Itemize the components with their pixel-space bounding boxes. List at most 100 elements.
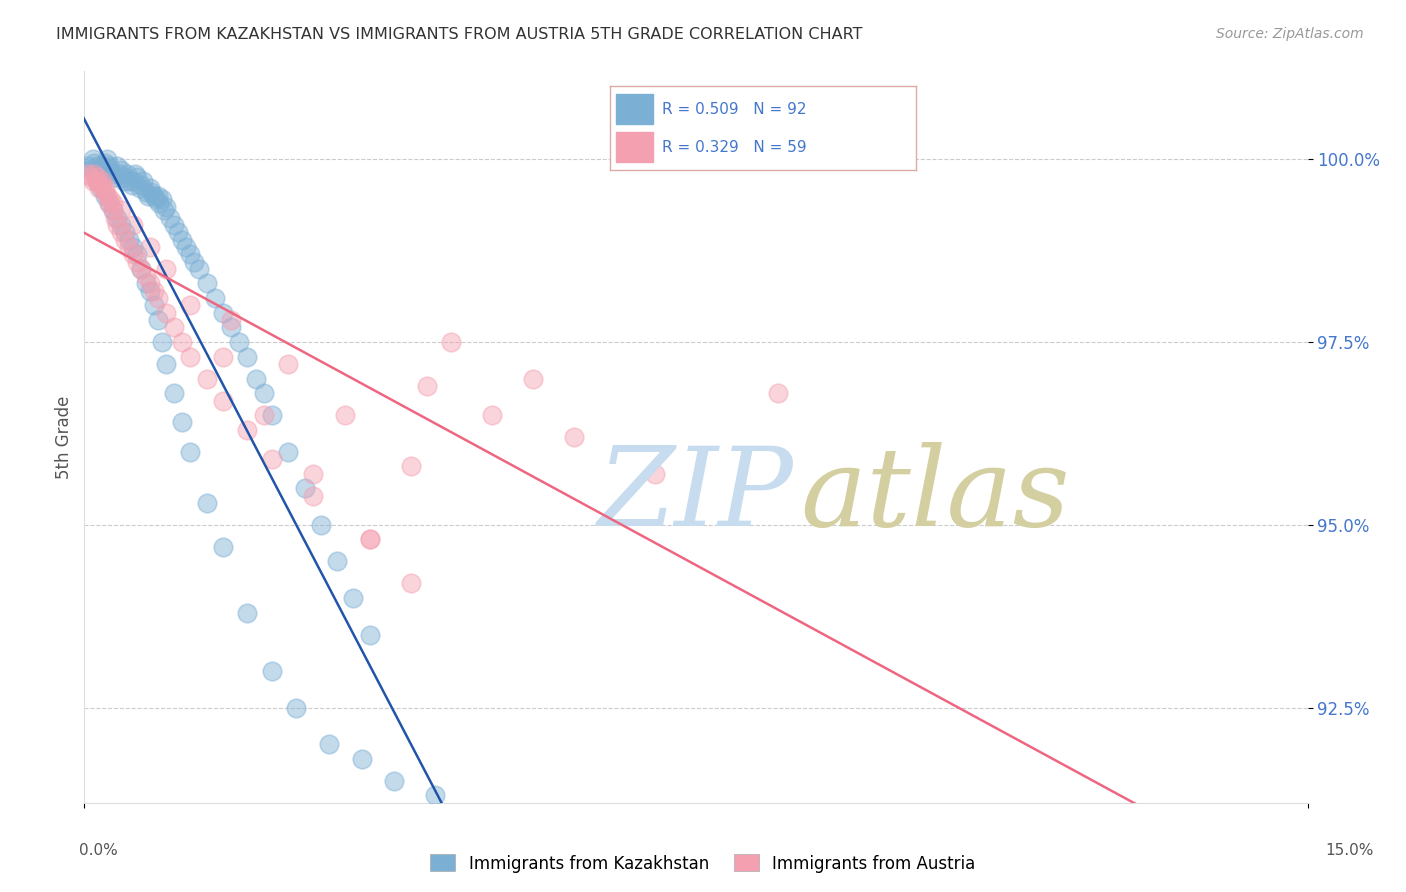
- Point: [179, 247, 201, 261]
- Point: [179, 298, 201, 312]
- Point: [93, 156, 115, 170]
- Point: [294, 481, 316, 495]
- Point: [212, 350, 235, 364]
- Point: [87, 181, 110, 195]
- Point: [142, 284, 165, 298]
- Point: [110, 218, 132, 232]
- Point: [260, 408, 283, 422]
- Point: [118, 174, 141, 188]
- Point: [82, 152, 104, 166]
- Point: [77, 160, 100, 174]
- Point: [115, 167, 138, 181]
- Point: [326, 554, 349, 568]
- Point: [155, 200, 177, 214]
- Point: [183, 254, 205, 268]
- Point: [101, 203, 124, 218]
- Point: [138, 284, 160, 298]
- Point: [212, 540, 235, 554]
- Point: [285, 700, 308, 714]
- Point: [481, 810, 503, 824]
- Point: [97, 160, 120, 174]
- Text: ZIP: ZIP: [598, 442, 794, 549]
- Point: [80, 170, 103, 185]
- Point: [766, 386, 789, 401]
- Text: 0.0%: 0.0%: [79, 843, 118, 858]
- Point: [301, 489, 323, 503]
- Y-axis label: 5th Grade: 5th Grade: [55, 395, 73, 479]
- Point: [122, 247, 145, 261]
- Point: [335, 408, 357, 422]
- Point: [104, 211, 127, 225]
- Point: [146, 313, 169, 327]
- Point: [101, 203, 124, 218]
- Point: [359, 627, 381, 641]
- Point: [146, 188, 169, 202]
- Point: [121, 178, 143, 192]
- Point: [93, 181, 115, 195]
- Point: [124, 167, 146, 181]
- Point: [172, 334, 194, 349]
- Point: [195, 371, 218, 385]
- Point: [236, 423, 259, 437]
- Point: [163, 386, 186, 401]
- Point: [105, 218, 128, 232]
- Point: [172, 233, 194, 247]
- Point: [101, 196, 124, 211]
- Point: [138, 240, 160, 254]
- Point: [228, 334, 250, 349]
- Point: [150, 334, 173, 349]
- Point: [150, 193, 173, 207]
- Point: [122, 174, 145, 188]
- Point: [101, 167, 124, 181]
- Point: [163, 320, 186, 334]
- Point: [96, 188, 118, 202]
- Point: [159, 211, 181, 225]
- Point: [423, 789, 446, 803]
- Point: [309, 517, 332, 532]
- Point: [96, 152, 118, 166]
- Point: [110, 163, 132, 178]
- Point: [118, 240, 141, 254]
- Point: [382, 773, 405, 788]
- Text: atlas: atlas: [800, 442, 1070, 549]
- Point: [260, 664, 283, 678]
- Legend: Immigrants from Kazakhstan, Immigrants from Austria: Immigrants from Kazakhstan, Immigrants f…: [423, 847, 983, 880]
- Point: [93, 185, 115, 199]
- Point: [260, 452, 283, 467]
- Point: [145, 193, 167, 207]
- Point: [318, 737, 340, 751]
- Point: [155, 306, 177, 320]
- Point: [127, 247, 149, 261]
- Point: [93, 188, 115, 202]
- Point: [110, 203, 132, 218]
- Point: [97, 196, 120, 211]
- Point: [219, 313, 242, 327]
- Point: [90, 163, 112, 178]
- Point: [195, 277, 218, 291]
- Point: [131, 178, 153, 192]
- Point: [90, 178, 112, 192]
- Point: [146, 291, 169, 305]
- Point: [359, 533, 381, 547]
- Point: [187, 261, 209, 276]
- Point: [118, 233, 141, 247]
- Point: [245, 371, 267, 385]
- Point: [481, 408, 503, 422]
- Point: [86, 174, 108, 188]
- Point: [138, 181, 160, 195]
- Point: [416, 379, 439, 393]
- Point: [127, 254, 149, 268]
- Point: [131, 261, 153, 276]
- Point: [91, 174, 114, 188]
- Point: [135, 277, 157, 291]
- Point: [86, 160, 108, 174]
- Point: [91, 160, 114, 174]
- Point: [253, 408, 276, 422]
- Point: [155, 261, 177, 276]
- Point: [212, 393, 235, 408]
- Point: [128, 181, 150, 195]
- Point: [350, 752, 373, 766]
- Point: [253, 386, 276, 401]
- Point: [236, 350, 259, 364]
- Point: [87, 167, 110, 181]
